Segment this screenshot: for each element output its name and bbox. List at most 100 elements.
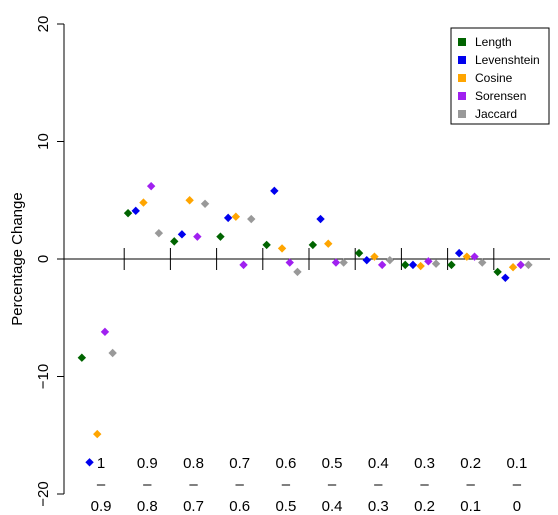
- category-label: 0.7 – 0.6: [229, 455, 250, 515]
- category-lower-bound: 0: [513, 498, 521, 515]
- data-point-levenshtein: [85, 458, 94, 467]
- data-point-sorensen: [470, 252, 479, 261]
- data-point-jaccard: [108, 348, 117, 358]
- data-point-length: [308, 240, 318, 250]
- data-point-length: [170, 237, 179, 246]
- data-point-jaccard: [293, 267, 302, 277]
- category-lower-bound: 0.1: [460, 498, 481, 515]
- category-label: 0.4 – 0.3: [368, 455, 389, 515]
- y-tick-label: 20: [35, 16, 52, 33]
- data-point-cosine: [462, 252, 472, 261]
- data-point-cosine: [324, 239, 333, 248]
- category-label: 1 – 0.9: [91, 455, 112, 515]
- category-upper-bound: 0.2: [460, 455, 481, 472]
- data-point-jaccard: [154, 228, 164, 238]
- data-point-jaccard: [339, 258, 348, 267]
- data-point-jaccard: [385, 255, 395, 265]
- data-point-cosine: [416, 261, 425, 271]
- category-label: 0.2 – 0.1: [460, 455, 481, 515]
- data-point-cosine: [231, 212, 241, 221]
- data-point-sorensen: [377, 260, 387, 270]
- category-dash: –: [282, 476, 291, 493]
- data-point-sorensen: [285, 258, 294, 267]
- category-dash: –: [143, 476, 152, 493]
- data-point-length: [262, 240, 271, 250]
- data-point-sorensen: [146, 181, 156, 191]
- data-point-levenshtein: [177, 230, 187, 239]
- data-point-jaccard: [524, 260, 533, 270]
- legend-item-length: Length: [458, 35, 512, 49]
- legend-item-cosine: Cosine: [458, 71, 513, 85]
- data-point-cosine: [93, 429, 102, 439]
- legend-item-sorensen: Sorensen: [458, 89, 526, 103]
- y-axis: −20 −10 0 10 20: [35, 16, 65, 507]
- category-upper-bound: 1: [97, 455, 105, 472]
- data-point-cosine: [508, 263, 518, 272]
- data-points: [77, 181, 533, 467]
- legend-swatch: [458, 92, 466, 100]
- group-separators: [123, 248, 495, 270]
- category-upper-bound: 0.3: [414, 455, 435, 472]
- data-point-jaccard: [431, 259, 441, 268]
- category-label: 0.8 – 0.7: [183, 455, 204, 515]
- category-upper-bound: 0.4: [368, 455, 389, 472]
- category-label: 0.1 – 0: [506, 455, 527, 515]
- category-lower-bound: 0.3: [368, 498, 389, 515]
- legend-item-levenshtein: Levenshtein: [458, 53, 540, 67]
- data-point-length: [77, 353, 87, 362]
- category-label: 0.9 – 0.8: [137, 455, 158, 515]
- data-point-length: [447, 260, 456, 270]
- category-dash: –: [513, 476, 522, 493]
- data-point-levenshtein: [408, 260, 418, 270]
- data-point-sorensen: [331, 258, 341, 267]
- legend-label: Sorensen: [475, 89, 526, 103]
- category-dash: –: [97, 476, 106, 493]
- data-point-levenshtein: [223, 213, 233, 223]
- legend-swatch: [458, 38, 466, 46]
- category-dash: –: [236, 476, 245, 493]
- category-upper-bound: 0.8: [183, 455, 204, 472]
- legend-box: [450, 27, 550, 125]
- category-upper-bound: 0.6: [275, 455, 296, 472]
- data-point-cosine: [277, 244, 287, 253]
- y-tick-label: 10: [35, 133, 52, 150]
- data-point-length: [216, 232, 225, 241]
- data-point-sorensen: [100, 327, 110, 337]
- legend-item-jaccard: Jaccard: [458, 107, 517, 121]
- legend-label: Levenshtein: [475, 53, 540, 67]
- category-labels: 1–0.90.9–0.80.8–0.70.7–0.60.6–0.50.5–0.4…: [91, 455, 528, 515]
- data-point-length: [493, 267, 502, 277]
- category-upper-bound: 0.9: [137, 455, 158, 472]
- legend-label: Length: [475, 35, 512, 49]
- data-point-cosine: [139, 198, 148, 207]
- data-point-length: [401, 260, 410, 270]
- data-point-length: [354, 248, 364, 258]
- data-point-sorensen: [424, 257, 433, 266]
- data-point-jaccard: [200, 199, 210, 208]
- category-dash: –: [189, 476, 198, 493]
- category-lower-bound: 0.5: [275, 498, 296, 515]
- data-point-levenshtein: [454, 248, 464, 258]
- data-point-sorensen: [516, 260, 525, 270]
- data-point-length: [123, 208, 133, 218]
- category-lower-bound: 0.4: [322, 498, 343, 515]
- legend-label: Jaccard: [475, 107, 517, 121]
- category-lower-bound: 0.8: [137, 498, 158, 515]
- legend: Length Levenshtein Cosine Sorensen Jaccard: [450, 27, 550, 125]
- data-point-sorensen: [193, 232, 202, 241]
- data-point-jaccard: [478, 258, 487, 267]
- category-dash: –: [374, 476, 383, 493]
- category-dash: –: [420, 476, 429, 493]
- category-upper-bound: 0.1: [506, 455, 527, 472]
- data-point-levenshtein: [501, 273, 510, 282]
- y-axis-label: Percentage Change: [9, 192, 26, 325]
- category-label: 0.3 – 0.2: [414, 455, 435, 515]
- legend-swatch: [458, 110, 466, 118]
- data-point-levenshtein: [316, 214, 325, 224]
- category-lower-bound: 0.7: [183, 498, 204, 515]
- y-tick-label: −20: [35, 481, 52, 506]
- category-upper-bound: 0.7: [229, 455, 250, 472]
- data-point-jaccard: [247, 214, 256, 224]
- y-tick-label: −10: [35, 364, 52, 389]
